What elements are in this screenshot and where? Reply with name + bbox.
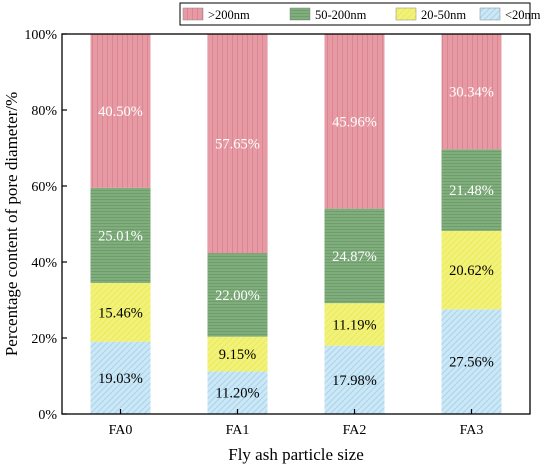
y-tick-label: 100%: [24, 28, 57, 43]
data-label: 45.96%: [332, 114, 377, 130]
data-label: 22.00%: [215, 288, 260, 304]
plot-frame: [61, 33, 531, 415]
data-label: 9.15%: [219, 347, 256, 363]
y-tick-label: 0%: [38, 408, 57, 423]
legend: >200nm 50-200nm 20-50nm <20nm: [179, 2, 541, 26]
data-label: 11.19%: [332, 317, 376, 333]
y-tick-label: 40%: [31, 256, 57, 271]
bar-segment: [441, 34, 502, 150]
y-tick-label: 20%: [31, 332, 57, 347]
legend-label: 20-50nm: [421, 8, 466, 22]
bars: 19.03% 15.46% 25.01% 40.50% 11.20% 9.15% 22.00…: [90, 34, 502, 414]
bar-segment: [324, 345, 385, 414]
data-label: 27.56%: [449, 355, 494, 371]
bar-segment: [207, 336, 268, 372]
data-label: 20.62%: [449, 263, 494, 279]
bar-segment: [324, 303, 385, 346]
data-label: 25.01%: [98, 228, 143, 244]
bar-segment: [90, 34, 151, 188]
bar-segment: [441, 309, 502, 414]
data-label: 21.48%: [449, 183, 494, 199]
bar-segment: [324, 208, 385, 304]
x-tick-label: FA2: [343, 423, 367, 438]
bar-segment: [441, 230, 502, 310]
x-axis-title: Fly ash particle size: [228, 445, 364, 464]
bar-segment: [207, 253, 268, 337]
legend-swatch: [479, 7, 501, 21]
data-label: 40.50%: [98, 104, 143, 120]
bar-segment: [207, 34, 268, 254]
legend-label: <20nm: [505, 8, 541, 22]
legend-swatch: [289, 7, 311, 21]
x-tick-label: FA3: [460, 423, 484, 438]
bar-segment: [90, 341, 151, 414]
y-axis-ticks: 0% 20% 40% 60% 80% 100%: [24, 28, 67, 423]
x-tick-label: FA0: [109, 423, 133, 438]
data-label: 57.65%: [215, 137, 260, 153]
y-tick-label: 80%: [31, 104, 57, 119]
bar-segment: [90, 187, 151, 283]
bar-segment: [441, 149, 502, 231]
bar-segment: [324, 34, 385, 209]
bar-segment: [207, 371, 268, 414]
data-label: 11.20%: [215, 386, 259, 402]
data-label: 17.98%: [332, 373, 377, 389]
legend-box: [179, 2, 531, 26]
y-tick-label: 60%: [31, 180, 57, 195]
y-axis-title: Percentage content of pore diameter/%: [2, 92, 21, 356]
legend-label: >200nm: [208, 8, 250, 22]
legend-swatch: [395, 7, 417, 21]
data-label: 19.03%: [98, 371, 143, 387]
data-label: 24.87%: [332, 249, 377, 265]
legend-swatch: [182, 7, 204, 21]
x-axis-ticks: FA0 FA1 FA2 FA3: [109, 409, 484, 438]
data-label: 30.34%: [449, 85, 494, 101]
bar-segment: [90, 282, 151, 342]
legend-label: 50-200nm: [315, 8, 367, 22]
x-tick-label: FA1: [226, 423, 250, 438]
data-label: 15.46%: [98, 305, 143, 321]
